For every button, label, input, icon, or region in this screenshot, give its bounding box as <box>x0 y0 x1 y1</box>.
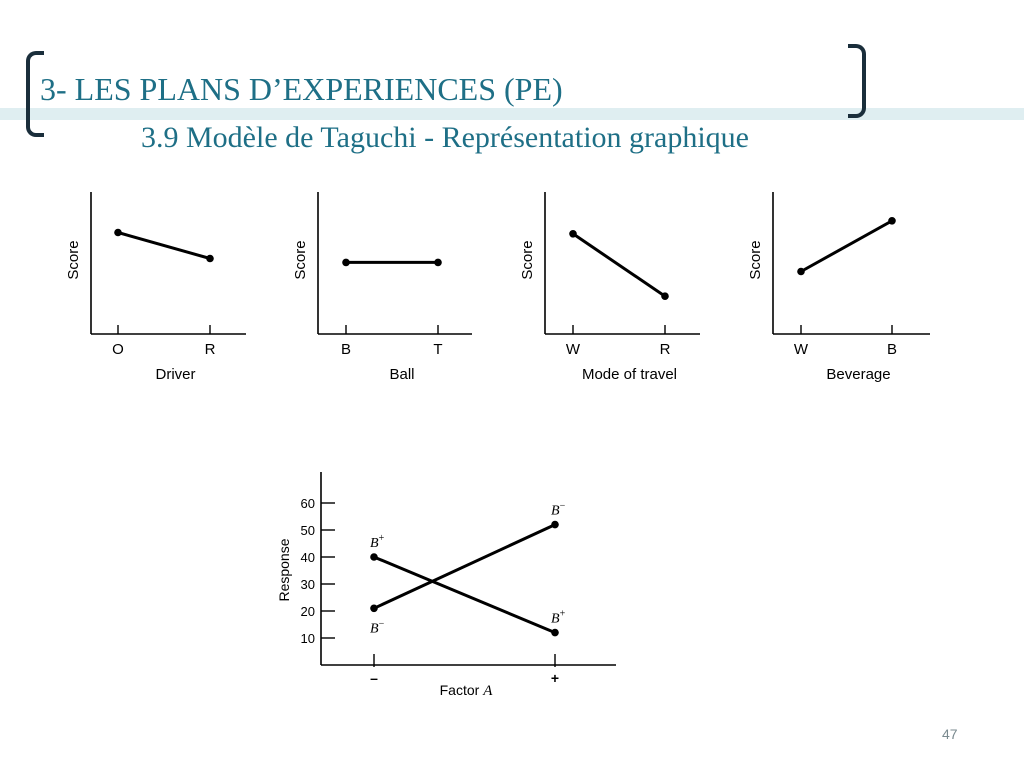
y-tick-label: 20 <box>301 604 315 619</box>
data-point <box>370 553 378 561</box>
x-axis-label: Driver <box>156 366 196 383</box>
y-tick-label: 30 <box>301 577 315 592</box>
x-tick-label: B <box>887 341 897 358</box>
series-line <box>373 555 556 634</box>
data-point <box>551 628 559 637</box>
y-tick-label: 60 <box>301 496 315 511</box>
x-tick-label: O <box>112 341 124 358</box>
title-band <box>0 108 1024 120</box>
data-point <box>370 604 378 613</box>
slide-subtitle: 3.9 Modèle de Taguchi - Représentation g… <box>141 121 749 154</box>
page-number: 47 <box>942 726 958 742</box>
series-label-sup: − <box>560 501 566 512</box>
y-tick-label: 40 <box>301 550 315 565</box>
score-chart-3: W R Mode of travel Score <box>519 192 700 383</box>
score-chart-2: B T Ball Score <box>292 192 472 383</box>
x-tick-label: – <box>370 670 378 686</box>
x-tick-label: W <box>794 341 809 358</box>
series-label-end: B+ <box>551 609 566 627</box>
series-line <box>572 232 666 298</box>
slide-title: 3- LES PLANS D’EXPERIENCES (PE) <box>40 71 563 107</box>
data-point <box>661 292 669 301</box>
series-label-base: B <box>551 504 560 519</box>
x-axis-label: Factor A <box>440 682 494 699</box>
score-chart-4: W B Beverage Score <box>747 192 930 383</box>
series-line <box>800 219 893 273</box>
x-axis-label-var: A <box>482 683 493 699</box>
x-axis-label: Beverage <box>826 366 890 383</box>
data-point <box>569 230 577 238</box>
x-tick-label: R <box>660 341 671 358</box>
data-point <box>551 520 559 529</box>
right-bracket-decoration <box>848 44 866 118</box>
series-label-start: B+ <box>370 533 385 551</box>
y-axis-label: Score <box>519 240 536 279</box>
y-tick-label: 50 <box>301 523 315 538</box>
left-bracket-decoration <box>26 51 44 137</box>
x-axis-label: Ball <box>389 366 414 383</box>
x-axis-label-text: Factor <box>440 682 484 698</box>
data-point <box>342 258 350 267</box>
x-tick-label: B <box>341 341 351 358</box>
series-label-start: B− <box>370 618 385 636</box>
series-label-base: B <box>551 612 560 627</box>
data-point <box>434 258 442 267</box>
y-axis-label: Score <box>747 240 764 279</box>
x-tick-label: W <box>566 341 581 358</box>
x-axis-label: Mode of travel <box>582 366 677 383</box>
y-tick-label: 10 <box>301 631 315 646</box>
series-label-sup: − <box>379 618 385 629</box>
y-axis-label: Score <box>292 240 309 279</box>
data-point <box>888 217 896 225</box>
x-tick-label: T <box>433 341 442 358</box>
data-point <box>206 254 214 263</box>
y-axis-label: Score <box>65 240 82 279</box>
series-label-base: B <box>370 536 379 551</box>
series-line <box>117 231 211 260</box>
data-point <box>114 228 122 237</box>
series-label-base: B <box>370 621 379 636</box>
y-axis-label: Response <box>276 538 292 601</box>
x-tick-label: R <box>205 341 216 358</box>
x-tick-label: + <box>551 670 559 686</box>
series-label-sup: + <box>379 533 385 544</box>
score-chart-1: O R Driver Score <box>65 192 246 383</box>
series-line <box>373 523 556 610</box>
data-point <box>797 267 805 276</box>
series-label-sup: + <box>560 609 566 620</box>
series-label-end: B− <box>551 501 566 519</box>
